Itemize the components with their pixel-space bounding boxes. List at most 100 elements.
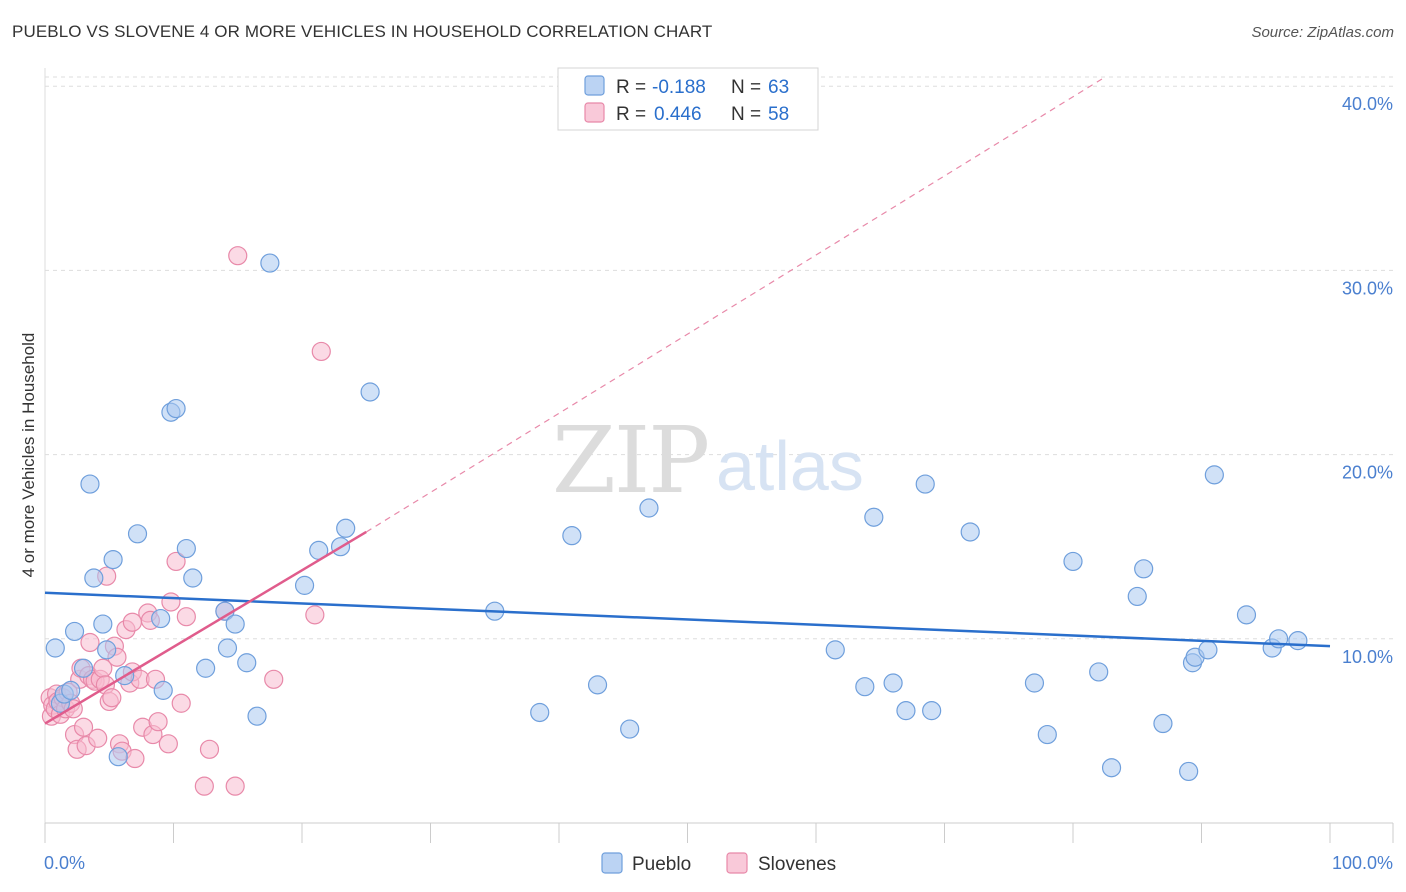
pueblo-point [1153, 713, 1173, 734]
slovenes-point [311, 341, 331, 362]
trend-lines [44, 76, 1331, 725]
pueblo-point [864, 507, 884, 527]
pueblo-point [176, 538, 196, 559]
legend-r-label-slovenes: R = [616, 104, 646, 125]
slovenes-point [264, 669, 284, 689]
pueblo-point [225, 614, 245, 634]
pueblo-point [196, 658, 216, 678]
y-axis-tick-labels: 10.0% 20.0% 30.0% 40.0% [1342, 94, 1393, 667]
pueblo-point [84, 568, 104, 588]
y-axis-title: 4 or more Vehicles in Household [19, 333, 38, 578]
source-credit: Source: ZipAtlas.com [1251, 24, 1394, 41]
pueblo-point [151, 608, 171, 629]
pueblo-point [855, 677, 875, 697]
pueblo-point [217, 638, 238, 658]
pueblo-point [1134, 559, 1154, 579]
pueblo-point [153, 680, 173, 700]
pueblo-point [1198, 640, 1218, 660]
slovenes-points [40, 246, 331, 796]
slovenes-point [148, 712, 168, 732]
slovenes-trend-extension [365, 76, 1106, 533]
legend-swatch-slovenes [584, 102, 605, 123]
slovenes-point [122, 612, 142, 632]
legend-swatch-pueblo [584, 75, 605, 96]
slovenes-point [199, 739, 220, 759]
pueblo-point [247, 706, 267, 726]
slovenes-point [161, 592, 181, 612]
slovenes-point [88, 728, 108, 748]
pueblo-point [360, 382, 380, 402]
pueblo-point [45, 638, 65, 658]
slovenes-point [102, 688, 122, 708]
pueblo-point [639, 498, 659, 518]
pueblo-point [896, 701, 916, 721]
pueblo-point [260, 253, 280, 273]
pueblo-point [127, 524, 148, 544]
slovenes-point [73, 717, 94, 737]
pueblo-point [108, 747, 128, 767]
slovenes-point [194, 776, 214, 796]
bottom-legend-swatch-pueblo [601, 852, 623, 874]
slovenes-point [158, 734, 178, 754]
legend-r-value-pueblo: -0.188 [652, 77, 706, 98]
pueblo-point [1236, 605, 1257, 625]
pueblo-point [1037, 724, 1057, 745]
slovenes-point [225, 776, 245, 796]
pueblo-point [80, 474, 100, 494]
pueblo-point [166, 398, 186, 419]
legend-n-label-slovenes: N = [731, 104, 761, 125]
pueblo-point [530, 702, 550, 723]
pueblo-point [825, 640, 845, 660]
pueblo-point [960, 522, 980, 542]
pueblo-point [97, 640, 117, 660]
pueblo-point [1179, 761, 1199, 782]
slovenes-point [228, 246, 248, 266]
slovenes-point [166, 551, 186, 572]
slovenes-point [171, 693, 191, 713]
x-tick-label-min: 0.0% [44, 853, 85, 873]
bottom-legend-swatch-slovenes [726, 852, 748, 874]
pueblo-point [883, 673, 903, 693]
slovenes-point [176, 607, 196, 627]
pueblo-point [620, 719, 640, 739]
pueblo-point [237, 653, 257, 673]
pueblo-point [103, 549, 123, 570]
pueblo-point [922, 701, 942, 721]
pueblo-point [73, 658, 94, 678]
bottom-legend-label-slovenes: Slovenes [758, 854, 836, 875]
slovenes-point [80, 632, 100, 653]
pueblo-point [1204, 465, 1224, 485]
pueblo-point [1063, 551, 1083, 572]
y-tick-label: 20.0% [1342, 463, 1393, 483]
watermark-zip: ZIP [552, 407, 708, 514]
slovenes-point [305, 605, 325, 625]
x-tick-label-max: 100.0% [1332, 853, 1393, 873]
pueblo-point [93, 614, 113, 634]
pueblo-point [1127, 586, 1147, 607]
pueblo-point [562, 526, 582, 546]
legend-r-label-pueblo: R = [616, 77, 646, 98]
pueblo-point [587, 675, 608, 695]
pueblo-point [336, 518, 356, 538]
pueblo-point [1101, 758, 1122, 778]
legend-n-label-pueblo: N = [731, 77, 761, 98]
slovenes-trend-line [44, 530, 367, 725]
pueblo-point [915, 474, 935, 494]
pueblo-point [294, 575, 315, 595]
pueblo-point [183, 568, 203, 588]
slovenes-point [125, 748, 145, 769]
series-legend: Pueblo Slovenes [601, 852, 836, 875]
watermark: ZIP atlas [552, 407, 864, 514]
chart-title: PUEBLO VS SLOVENE 4 OR MORE VEHICLES IN … [12, 22, 713, 41]
bottom-legend-label-pueblo: Pueblo [632, 854, 691, 875]
y-tick-label: 10.0% [1342, 647, 1393, 667]
pueblo-point [1024, 673, 1045, 693]
y-tick-label: 30.0% [1342, 278, 1393, 298]
y-tick-label: 40.0% [1342, 94, 1393, 114]
stats-legend: R = -0.188 N = 63 R = 0.446 N = 58 [557, 67, 819, 131]
legend-r-value-slovenes: 0.446 [654, 104, 702, 125]
x-axis-ticks [44, 823, 1394, 843]
watermark-atlas: atlas [716, 427, 864, 505]
pueblo-point [61, 680, 81, 700]
